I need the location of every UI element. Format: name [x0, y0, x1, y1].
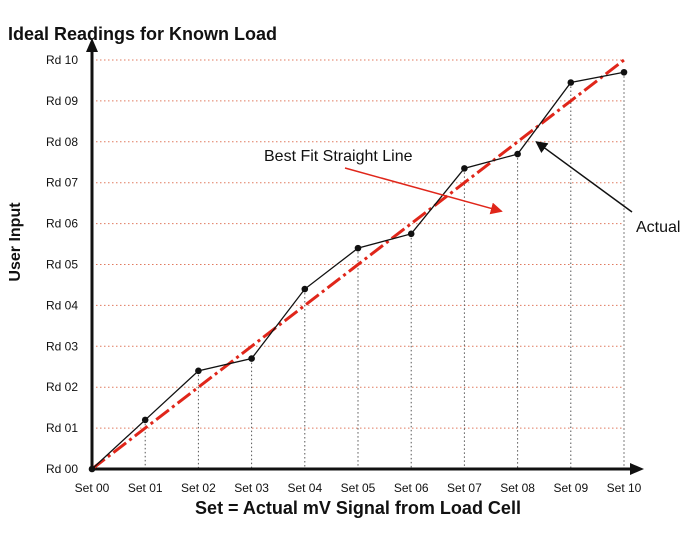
x-tick-label: Set 09	[553, 481, 588, 495]
x-tick-label: Set 04	[287, 481, 322, 495]
y-tick-label: Rd 09	[46, 94, 78, 108]
actual-point	[248, 355, 255, 362]
actual-point	[195, 367, 202, 375]
y-tick-label: Rd 03	[46, 339, 78, 353]
x-tick-label: Set 01	[128, 481, 163, 495]
actual-point	[567, 79, 575, 86]
x-tick-label: Set 08	[500, 481, 535, 495]
y-tick-label: Rd 01	[46, 421, 78, 435]
y-tick-label: Rd 02	[46, 380, 78, 394]
x-tick-label: Set 07	[447, 481, 482, 495]
y-tick-label: Rd 04	[46, 298, 78, 312]
tick-labels: Rd 00 Rd 01 Rd 02 Rd 03 Rd 04 Rd 05 Rd 06 Rd 07…	[46, 53, 642, 495]
y-tick-label: Rd 07	[46, 176, 78, 190]
y-tick-label: Rd 08	[46, 135, 78, 149]
x-tick-label: Set 00	[75, 481, 110, 495]
actual-point	[301, 285, 309, 293]
x-axis-title: Set = Actual mV Signal from Load Cell	[195, 498, 521, 518]
actual-point	[354, 244, 362, 252]
chart-title: Ideal Readings for Known Load	[8, 24, 278, 44]
axes	[86, 38, 644, 475]
y-tick-label: Rd 06	[46, 217, 78, 231]
annotation-actual-arrow	[535, 141, 633, 213]
best-fit-line	[91, 58, 625, 471]
y-tick-label: Rd 05	[46, 258, 78, 272]
actual-point	[461, 165, 468, 172]
actual-point	[141, 416, 149, 424]
y-axis-title: User Input	[7, 202, 24, 282]
actual-point	[88, 465, 96, 473]
x-tick-label: Set 06	[394, 481, 429, 495]
actual-point	[514, 150, 521, 158]
annotation-best-fit: Best Fit Straight Line	[264, 148, 413, 165]
x-axis-arrow	[630, 463, 644, 475]
series	[88, 58, 628, 473]
actual-point	[407, 230, 415, 238]
drop-lines	[144, 72, 625, 469]
actual-point	[620, 68, 628, 76]
x-tick-label: Set 05	[341, 481, 376, 495]
y-tick-label: Rd 10	[46, 53, 78, 67]
annotations: Best Fit Straight Line Actual	[264, 141, 680, 236]
y-tick-label: Rd 00	[46, 462, 78, 476]
annotation-actual: Actual	[636, 219, 680, 236]
x-tick-label: Set 10	[607, 481, 642, 495]
x-tick-label: Set 03	[234, 481, 269, 495]
annotation-best-fit-arrow	[344, 167, 503, 215]
x-tick-label: Set 02	[181, 481, 216, 495]
y-axis-arrow	[86, 38, 98, 52]
